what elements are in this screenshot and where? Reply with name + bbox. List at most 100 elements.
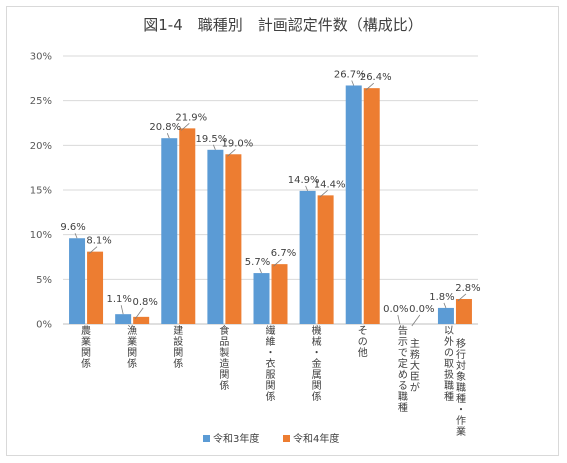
bar-r3 (69, 238, 86, 324)
category-label: その他 (358, 325, 368, 359)
bar-r4 (271, 264, 288, 324)
data-label: 21.9% (175, 112, 207, 123)
category-char: 係 (127, 358, 137, 370)
category-char: 維 (266, 335, 276, 348)
label-leader (120, 305, 124, 315)
chart-title: 図1-4 職種別 計画認定件数（構成比） (143, 16, 423, 34)
category-char: 関 (266, 380, 276, 392)
category-char: 関 (219, 369, 229, 381)
category-char: が (410, 381, 420, 394)
label-leader (305, 185, 308, 192)
data-label: 0.8% (132, 297, 157, 308)
bar-r4 (455, 298, 472, 324)
category-char: 告 (398, 324, 408, 337)
category-char: 移 (456, 337, 466, 350)
category-char: で (398, 348, 408, 359)
data-label: 0.0% (383, 304, 408, 315)
category-char: 以 (444, 326, 454, 337)
data-label-layer: 9.6%1.1%20.8%19.5%5.7%14.9%26.7%0.0%1.8%… (60, 69, 481, 327)
category-char: の (358, 337, 368, 348)
legend: 令和3年度 令和4年度 (203, 432, 339, 445)
bar-r4 (363, 88, 380, 324)
bar-r4 (87, 251, 104, 324)
y-axis-ticks: 0% 5% 10% 15% 20% 25% 30% (30, 52, 52, 331)
data-label: 8.1% (86, 236, 111, 247)
category-char: そ (358, 325, 368, 337)
bar-r3 (253, 273, 270, 324)
legend-label: 令和3年度 (213, 432, 259, 445)
label-leader (273, 258, 282, 267)
category-char: 関 (81, 347, 91, 359)
category-char: 業 (456, 425, 466, 438)
category-char: 業 (127, 335, 137, 348)
category-label-layer: 農業関係漁業関係建設関係食品製造関係繊維・衣服関係機械・金属関係その他主務大臣が… (81, 324, 466, 438)
y-tick-label: 10% (30, 230, 52, 241)
category-char: 漁 (127, 324, 137, 337)
category-char: 種 (456, 392, 466, 405)
label-leader (181, 123, 190, 131)
data-label: 0.0% (409, 304, 434, 315)
data-label: 26.4% (360, 72, 392, 83)
label-leader (88, 246, 98, 254)
data-label: 6.7% (271, 248, 296, 259)
label-leader (259, 267, 262, 274)
label-leader (213, 144, 216, 150)
category-char: 種 (444, 390, 454, 403)
category-char: 職 (444, 380, 454, 392)
bar-r3 (299, 190, 316, 324)
data-label: 2.8% (455, 283, 480, 294)
category-char: 外 (444, 336, 454, 348)
category-char: 品 (219, 336, 229, 348)
y-tick-label: 15% (30, 186, 52, 197)
label-leader (319, 190, 328, 198)
bar-r4 (317, 195, 334, 324)
category-char: 係 (81, 358, 91, 370)
category-char: 関 (127, 347, 137, 359)
category-char: 扱 (444, 369, 454, 381)
data-label: 1.8% (429, 292, 454, 303)
category-char: 示 (398, 337, 408, 348)
category-char: 農 (81, 324, 91, 337)
category-char: ・ (456, 405, 466, 416)
chart-frame (6, 6, 559, 456)
label-leader (457, 293, 467, 302)
category-char: め (398, 369, 408, 381)
category-char: 職 (456, 382, 466, 394)
category-char: 建 (173, 324, 183, 337)
category-char: る (398, 380, 408, 392)
bar-r3 (161, 138, 178, 324)
category-char: 係 (173, 358, 183, 370)
bar-r3 (437, 307, 454, 324)
category-char: 製 (219, 346, 229, 359)
category-char: 機 (312, 324, 322, 337)
category-char: 職 (398, 391, 408, 403)
label-leader (443, 302, 447, 309)
bar-layer (69, 85, 472, 324)
category-char: 食 (219, 324, 229, 337)
data-label: 9.6% (60, 222, 85, 233)
legend-label: 令和4年度 (293, 432, 339, 445)
category-char: 設 (173, 335, 183, 348)
category-char: 他 (358, 346, 368, 359)
label-leader (74, 233, 78, 239)
y-tick-label: 20% (30, 141, 52, 152)
category-char: 係 (219, 380, 229, 392)
data-label: 26.7% (334, 69, 366, 80)
category-char: 種 (398, 401, 408, 414)
data-label: 19.5% (195, 134, 227, 145)
bar-r3 (115, 314, 132, 324)
category-char: 対 (456, 359, 466, 372)
category-char: 繊 (266, 324, 276, 337)
category-char: 関 (173, 347, 183, 359)
category-char: 業 (81, 335, 91, 348)
grid-layer (63, 55, 478, 325)
category-char: 属 (312, 369, 322, 381)
category-char: 定 (398, 357, 408, 370)
bar-r3 (207, 149, 224, 324)
data-label: 20.8% (149, 122, 181, 133)
